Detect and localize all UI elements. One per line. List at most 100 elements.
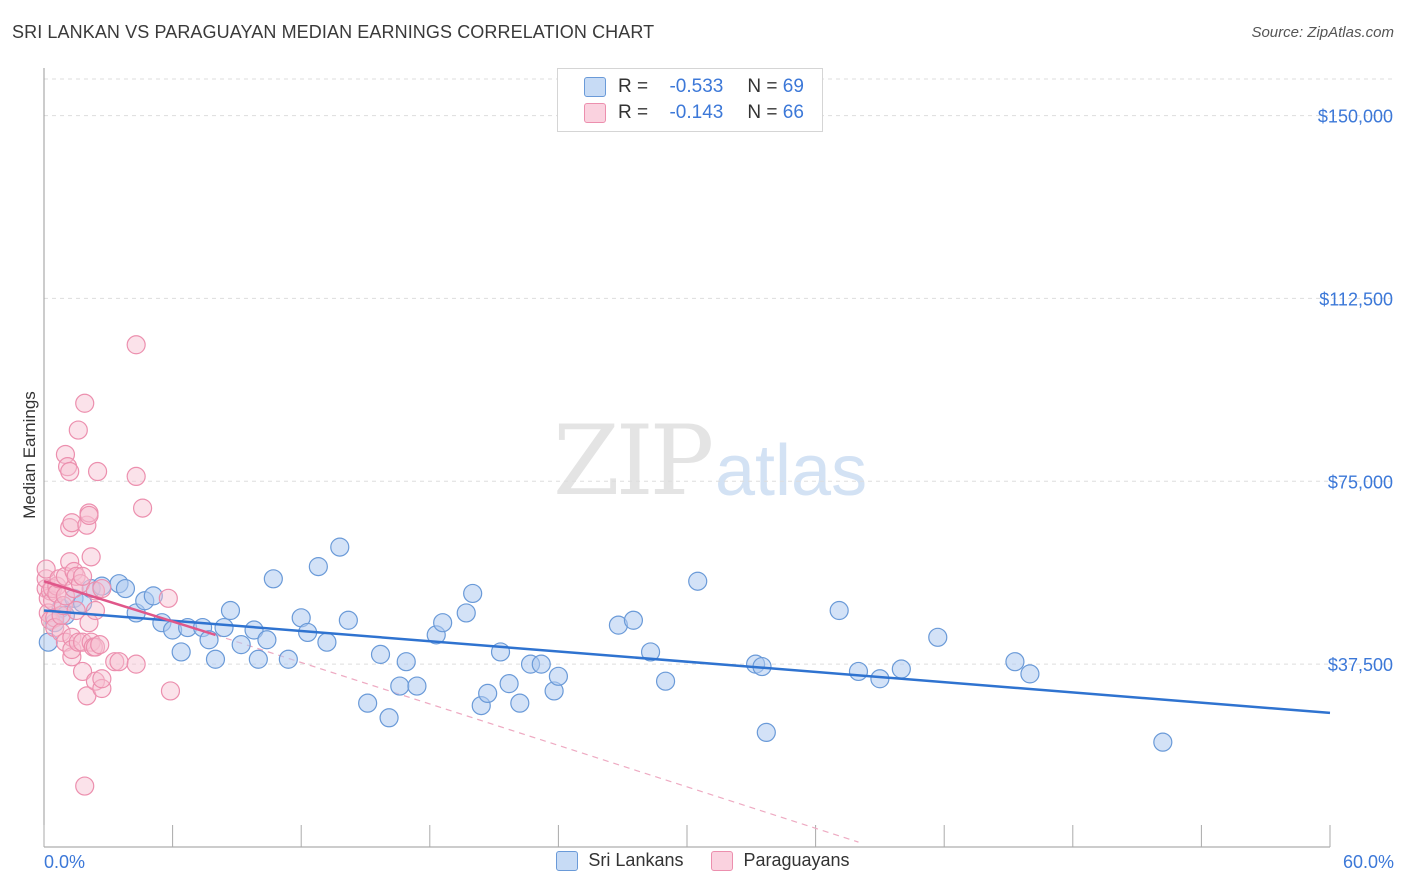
sri-lankans-point [214, 617, 234, 638]
paraguayans-trend-line [43, 580, 216, 637]
sri-lankans-point [756, 722, 776, 743]
sri-lankans-point [338, 610, 358, 630]
sri-lankans-point [263, 569, 283, 589]
watermark-atlas: atlas [715, 431, 868, 511]
series-label-sri-lankans: Sri Lankans [588, 850, 684, 870]
paraguayans-point [109, 652, 129, 672]
paraguayans-point [62, 639, 82, 660]
paraguayans-point [126, 335, 146, 355]
legend-r-label: R = [618, 102, 649, 123]
legend-r-value: -0.533 [669, 76, 724, 97]
paraguayans-point [66, 600, 86, 621]
sri-lankans-point [396, 652, 416, 672]
paraguayans-point [160, 681, 181, 701]
series-legend-item-paraguayans: Paraguayans [711, 850, 850, 871]
series-legend-item-sri-lankans: Sri Lankans [556, 850, 683, 871]
series-swatch-pink [711, 850, 734, 871]
paraguayans-point [85, 600, 106, 621]
sri-lankans-point [220, 600, 241, 621]
sri-lankans-point [499, 674, 519, 694]
sri-lankans-point [358, 693, 378, 713]
y-tick-label: $37,500 [1328, 655, 1393, 675]
legend-swatch-pink [584, 103, 606, 123]
legend-row-paraguayans: R = -0.143 N = 66 [558, 100, 804, 126]
paraguayans-point [36, 559, 56, 579]
sri-lankans-point [244, 620, 264, 640]
sri-lankans-point [248, 649, 268, 669]
legend-r-label: R = [618, 76, 649, 97]
y-tick-label: $75,000 [1328, 472, 1393, 492]
y-tick-label: $112,500 [1319, 289, 1393, 309]
sri-lankans-point [143, 586, 163, 606]
sri-lankans-point [623, 610, 644, 630]
sri-lankans-point [257, 630, 277, 650]
sri-lankans-point [370, 644, 391, 664]
paraguayans-point [126, 654, 146, 674]
sri-lankans-point [928, 627, 948, 647]
watermark-zip: ZIP [553, 405, 714, 517]
paraguayans-point [79, 505, 99, 526]
sri-lankans-point [1005, 652, 1025, 672]
series-swatch-blue [556, 850, 579, 871]
sri-lankans-point [848, 661, 869, 682]
sri-lankans-point [407, 676, 427, 696]
sri-lankans-point [231, 635, 251, 655]
sri-lankans-point [510, 693, 530, 713]
sri-lankans-point [829, 600, 849, 621]
y-tick-label: $150,000 [1318, 107, 1393, 127]
sri-lankans-point [548, 666, 569, 686]
paraguayans-point [92, 578, 112, 599]
sri-lankans-point [655, 671, 676, 691]
paraguayans-point [81, 547, 101, 567]
legend-n-value: 69 [782, 76, 804, 97]
sri-lankans-point [531, 654, 551, 674]
paraguayans-point [92, 678, 112, 699]
x-tick-max: 60.0% [1342, 852, 1394, 872]
series-label-paraguayans: Paraguayans [743, 850, 850, 870]
paraguayans-point [75, 776, 95, 796]
legend-swatch-blue [584, 77, 606, 97]
x-tick-min: 0.0% [44, 852, 86, 872]
paraguayans-point [62, 513, 82, 533]
sri-lankans-point [433, 613, 453, 633]
legend-n-label: N = [747, 76, 778, 97]
paraguayans-point [75, 393, 95, 413]
legend-n-label: N = [747, 102, 778, 123]
correlation-legend: R = -0.533 N = 69 R = -0.143 N = 66 [557, 68, 823, 132]
paraguayans-point [105, 652, 125, 672]
legend-row-sri-lankans: R = -0.533 N = 69 [558, 74, 804, 100]
paraguayans-point [132, 498, 153, 518]
sri-lankans-point [478, 683, 498, 704]
sri-lankans-point [115, 578, 136, 599]
sri-lankans-point [688, 571, 708, 591]
source-label: Source: ZipAtlas.com [1251, 24, 1394, 41]
paraguayans-point [126, 466, 146, 487]
paraguayans-point [60, 461, 80, 482]
paraguayans-point [158, 588, 178, 608]
chart-title: SRI LANKAN VS PARAGUAYAN MEDIAN EARNINGS… [12, 22, 655, 42]
paraguayans-point [90, 635, 110, 655]
paraguayans-point [87, 461, 108, 482]
legend-r-value: -0.143 [669, 102, 724, 123]
sri-lankans-trend-line [43, 609, 1331, 715]
sri-lankans-point [205, 649, 226, 669]
sri-lankans-point [379, 708, 399, 728]
sri-lankans-point [330, 537, 350, 557]
paraguayans-point [92, 669, 112, 689]
sri-lankans-point [456, 603, 476, 623]
sri-lankans-point [278, 649, 298, 669]
paraguayans-point [72, 661, 93, 682]
paraguayans-point [51, 622, 71, 643]
paraguayans-point [72, 566, 93, 586]
sri-lankans-point [1153, 732, 1173, 752]
series-legend: Sri Lankans Paraguayans [0, 850, 1406, 871]
sri-lankans-point [317, 632, 337, 652]
paraguayans-point [68, 420, 88, 440]
sri-lankans-point [640, 642, 661, 662]
sri-lankans-point [463, 583, 483, 604]
sri-lankans-point [390, 676, 410, 696]
sri-lankans-point [891, 659, 911, 679]
sri-lankans-point [1020, 664, 1040, 684]
legend-n-value: 66 [782, 102, 804, 123]
